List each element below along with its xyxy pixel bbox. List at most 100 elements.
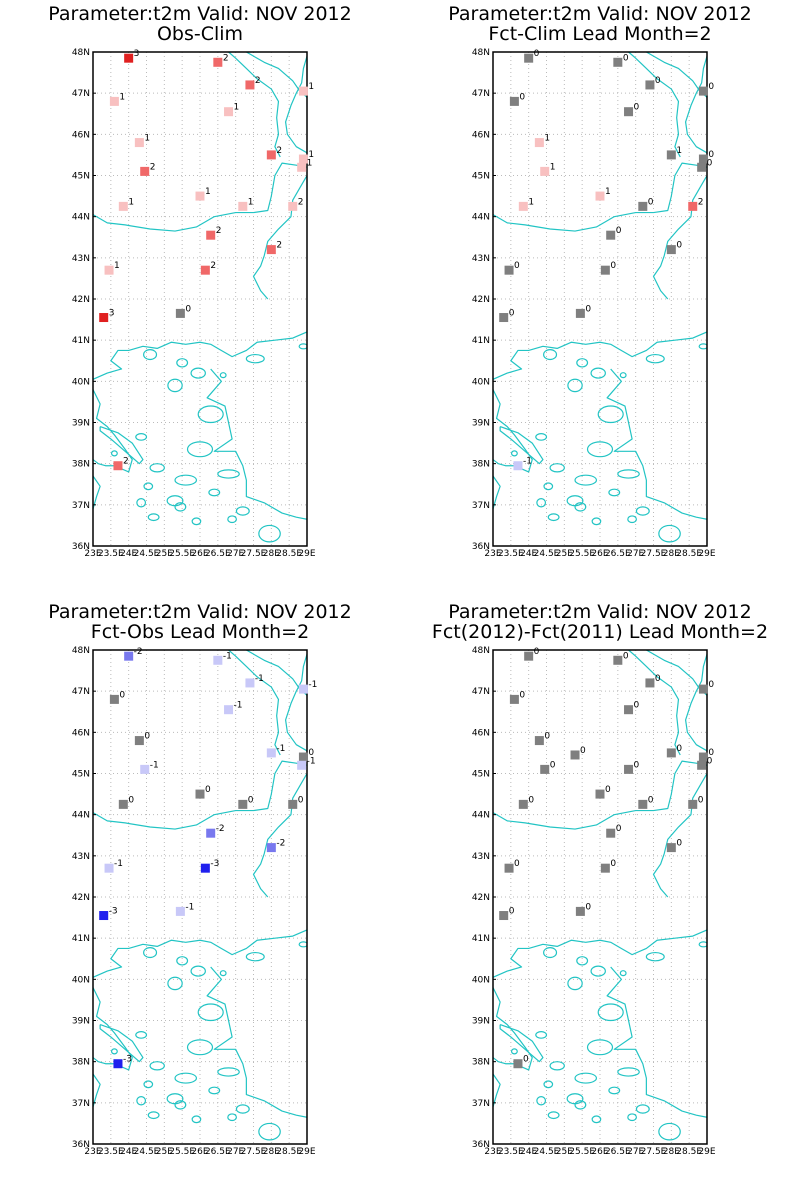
coastline (93, 650, 307, 1141)
station-value-label: -3 (123, 1055, 132, 1065)
station-markers: 0 0 0 0 0 0 0 0 0 0 0 0 0 0 0 0 0 0 0 0 0 0 0 0 (499, 647, 714, 1069)
station-value-label: 0 (623, 53, 629, 63)
station-marker (238, 799, 248, 809)
station-marker (645, 678, 655, 688)
station-value-label: 0 (610, 859, 616, 869)
lon-tick-label: 28E (263, 1147, 280, 1157)
station-value-label: 0 (544, 732, 550, 742)
grid-lines (493, 650, 707, 1144)
lat-tick-label: 47N (472, 687, 490, 697)
station-marker (513, 1059, 523, 1069)
lon-tick-label: 23E (84, 549, 101, 559)
lat-tick-label: 42N (472, 295, 490, 305)
station-value-label: 0 (655, 76, 661, 86)
lat-tick-label: 41N (472, 934, 490, 944)
station-value-label: 1 (308, 150, 314, 160)
station-value-label: 0 (634, 103, 640, 113)
station-value-label: 0 (519, 690, 525, 700)
lat-tick-label: 38N (472, 1058, 490, 1068)
panel-title-line1: Parameter:t2m Valid: NOV 2012 (48, 601, 352, 623)
lon-tick-label: 27.5E (241, 549, 267, 559)
station-marker (697, 162, 707, 172)
lat-tick-label: 43N (472, 852, 490, 862)
station-value-label: 2 (276, 146, 282, 156)
lon-tick-label: 28E (663, 1147, 680, 1157)
station-map: 36N 37N 38N 39N 40N 41N 42N 43N 44N 45N 46N 47N 48N 2… (472, 646, 716, 1157)
station-value-label: 2 (276, 241, 282, 251)
station-marker (298, 752, 308, 762)
lat-tick-label: 48N (472, 48, 490, 58)
lon-tick-label: 25.5E (569, 549, 595, 559)
lat-tick-label: 43N (72, 254, 90, 264)
lon-tick-label: 28E (263, 549, 280, 559)
station-marker (698, 154, 708, 164)
lat-tick-label: 38N (472, 460, 490, 470)
station-marker (638, 201, 648, 211)
station-value-label: 0 (648, 795, 654, 805)
lon-tick-label: 25.5E (169, 1147, 195, 1157)
station-marker (134, 736, 144, 746)
station-value-label: 0 (585, 304, 591, 314)
station-marker (224, 107, 234, 117)
lon-tick-label: 25.5E (169, 549, 195, 559)
station-marker (595, 191, 605, 201)
lat-tick-label: 45N (472, 770, 490, 780)
station-value-label: 1 (676, 146, 682, 156)
lat-tick-label: 44N (72, 213, 90, 223)
station-value-label: 0 (698, 795, 704, 805)
station-marker (688, 201, 698, 211)
station-marker (600, 863, 610, 873)
lon-tick-label: 27E (227, 1147, 244, 1157)
station-marker (134, 138, 144, 148)
grid-lines (93, 650, 307, 1144)
lat-tick-label: 36N (472, 1140, 490, 1150)
lat-tick-label: 46N (472, 728, 490, 738)
station-value-label: 1 (308, 82, 314, 92)
lat-tick-label: 37N (72, 501, 90, 511)
station-marker (109, 96, 119, 106)
lat-tick-label: 40N (472, 975, 490, 985)
lon-tick-label: 25E (556, 549, 573, 559)
station-marker (645, 80, 655, 90)
station-marker (266, 843, 276, 853)
station-map: 36N 37N 38N 39N 40N 41N 42N 43N 44N 45N 46N 47N 48N 2… (72, 646, 318, 1157)
station-value-label: 3 (109, 309, 115, 319)
station-marker (224, 705, 234, 715)
lat-tick-label: 48N (472, 646, 490, 656)
lon-tick-label: 29E (698, 549, 715, 559)
station-value-label: 0 (519, 92, 525, 102)
station-value-label: 1 (550, 162, 556, 172)
lat-tick-label: 42N (72, 295, 90, 305)
lon-tick-label: 26E (591, 549, 608, 559)
station-marker (504, 265, 514, 275)
station-marker (666, 245, 676, 255)
station-value-label: 2 (210, 261, 216, 271)
station-value-label: 0 (550, 760, 556, 770)
lat-tick-label: 36N (72, 542, 90, 552)
station-marker (175, 906, 185, 916)
station-marker (99, 911, 109, 921)
station-value-label: 0 (509, 907, 515, 917)
station-marker (613, 57, 623, 67)
station-value-label: 0 (509, 309, 515, 319)
station-marker (113, 1059, 123, 1069)
station-marker (509, 694, 519, 704)
station-map: 36N 37N 38N 39N 40N 41N 42N 43N 44N 45N 46N 47N 48N 2… (72, 48, 316, 559)
station-marker (524, 53, 534, 63)
station-value-label: -1 (307, 756, 316, 766)
station-marker (688, 799, 698, 809)
lat-tick-label: 42N (72, 893, 90, 903)
lat-tick-label: 36N (472, 542, 490, 552)
station-value-label: 1 (144, 134, 150, 144)
lon-tick-label: 29E (298, 549, 315, 559)
station-value-label: 0 (605, 785, 611, 795)
station-value-label: 0 (248, 795, 254, 805)
station-value-label: 0 (308, 748, 314, 758)
station-marker (624, 107, 634, 117)
station-marker (575, 308, 585, 318)
station-value-label: 0 (205, 785, 211, 795)
station-marker (213, 655, 223, 665)
station-value-label: -1 (114, 859, 123, 869)
